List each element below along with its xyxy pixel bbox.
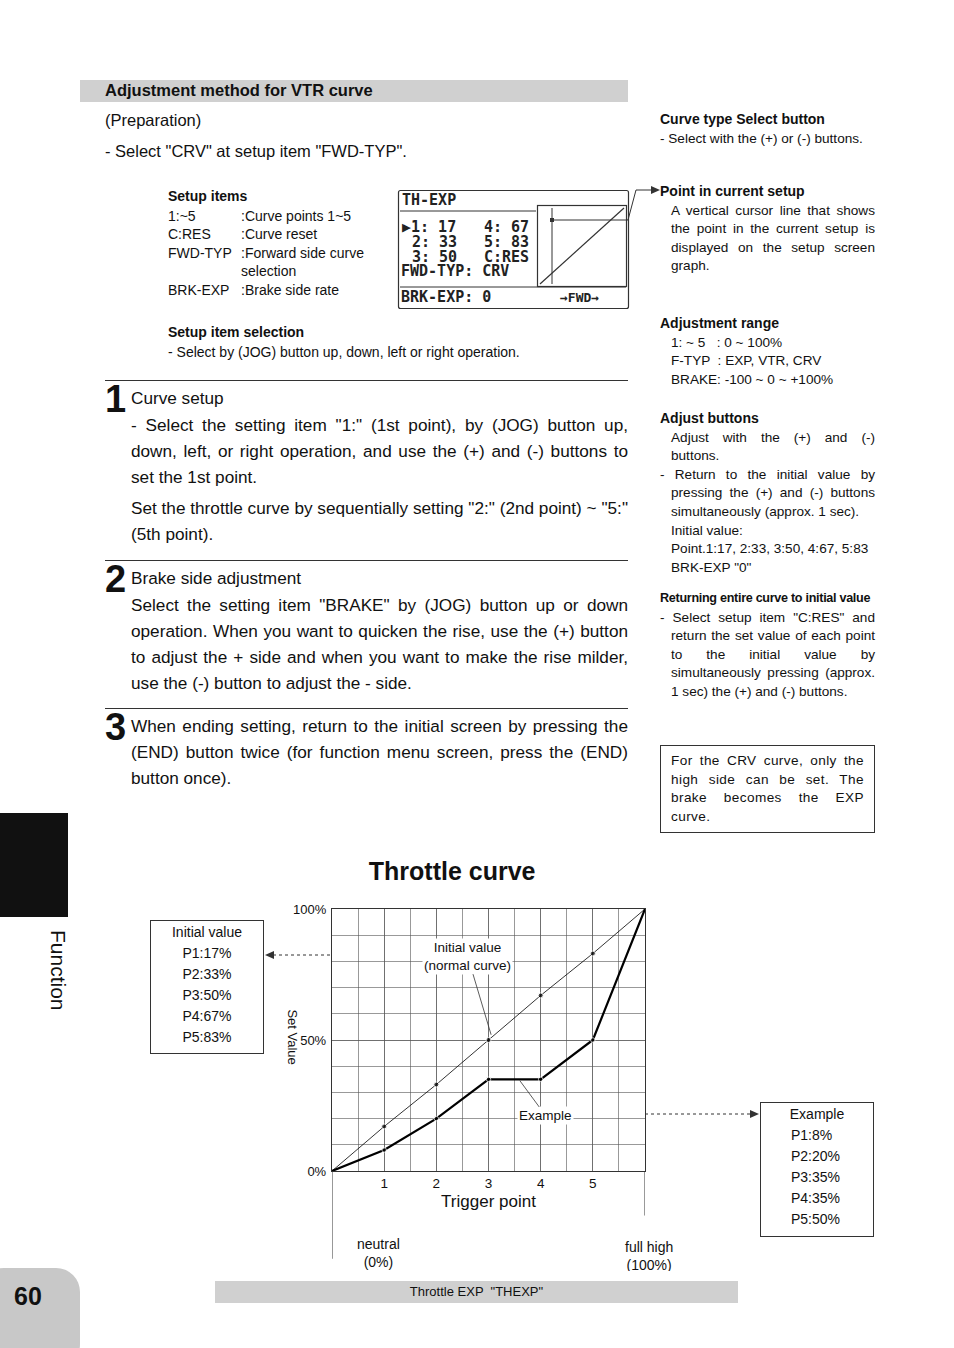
svg-text:50%: 50% [300,1033,326,1048]
html-text:P3:50%: P3:50% [182,987,232,1003]
html-text:Adjustment method for VTR curv: Adjustment method for VTR curve [105,81,373,99]
svg-text:4: 4 [537,1176,545,1191]
html-text:Initial value:: Initial value: [671,522,743,538]
html-text:P2:20%: P2:20% [791,1148,840,1164]
html-text:P3:35%: P3:35% [791,1169,840,1185]
svg-text:C:RES: C:RES [484,248,529,266]
svg-text:0%: 0% [307,1164,326,1179]
html-text:Point.1:17, 2:33, 3:50, 4:67,: Point.1:17, 2:33, 3:50, 4:67, 5:83 [671,541,869,557]
html-text:P1:8%: P1:8% [791,1127,833,1143]
html-text:Throttle EXP "THEXP": Throttle EXP "THEXP" [409,1284,544,1299]
html-text:P4:67%: P4:67% [182,1008,232,1024]
html-text:- Select by (JOG) button up, d: - Select by (JOG) button up, down, left … [168,344,520,360]
html-text:Brake side adjustment: Brake side adjustment [131,568,302,588]
svg-text:5: 83: 5: 83 [484,233,529,251]
svg-text:5: 5 [589,1176,597,1191]
html-text:C:RES: C:RES [168,226,211,242]
svg-text:▶1: 17: ▶1: 17 [402,218,456,236]
html-text:When ending setting, return to: When ending setting, return to the initi… [131,716,628,788]
svg-text:Set Value: Set Value [285,1009,300,1064]
html-text:Set the throttle curve by sequ: Set the throttle curve by sequentially s… [131,498,628,544]
svg-text:neutral(0%): neutral(0%) [357,1236,400,1270]
html-text:- Select "CRV" at setup item ": - Select "CRV" at setup item "FWD-TYP". [105,142,407,160]
html-text:BRK-EXP "0": BRK-EXP "0" [671,559,752,575]
html-text:Example: Example [789,1106,845,1122]
html-text:2: 2 [105,558,127,600]
html-text:- Select the setting item "1:": - Select the setting item "1:" (1st poin… [131,415,628,487]
svg-text:Throttle curve: Throttle curve [369,860,536,885]
html-text:- Select with the (+) or (-) b: - Select with the (+) or (-) buttons. [660,130,863,146]
html-text::Brake side rate: :Brake side rate [241,281,340,298]
html-text:P4:35%: P4:35% [791,1190,840,1206]
html-text:Returning entire curve to init: Returning entire curve to initial value [660,591,871,605]
html-text:F-TYP : EXP, VTR, CRV: F-TYP : EXP, VTR, CRV [671,353,822,369]
html-text:- Return to the initial value: - Return to the initial value by pressin… [660,466,879,519]
html-text:BRK-EXP: BRK-EXP [168,281,230,298]
html-text:P5:50%: P5:50% [791,1211,840,1227]
svg-text:→FWD→: →FWD→ [560,290,599,305]
svg-text:3: 3 [485,1176,493,1191]
html-text:Point in current setup: Point in current setup [660,183,805,199]
html-text::Forward side curve selection: :Forward side curve selection [241,244,364,279]
html-text:For the CRV curve, only the hi: For the CRV curve, only the high side ca… [671,753,864,824]
html-text:Curve type Select button: Curve type Select button [660,111,825,127]
html-text:Select the setting item "BRAKE: Select the setting item "BRAKE" by (JOG)… [131,595,628,693]
html-text:Initial value: Initial value [172,924,242,940]
svg-text:TH-EXP: TH-EXP [402,191,456,209]
svg-text:BRK-EXP: 0: BRK-EXP: 0 [401,288,491,306]
html-text:BRAKE: -100 ~ 0 ~ +100%: BRAKE: -100 ~ 0 ~ +100% [671,371,834,387]
html-text:3: 3 [105,706,127,748]
svg-text:Trigger point: Trigger point [441,1192,536,1211]
svg-text:Example: Example [519,1108,572,1123]
svg-text:1: 1 [380,1176,388,1191]
html-text:60: 60 [14,1282,42,1310]
html-text:P2:33%: P2:33% [182,966,232,982]
html-text:Setup items: Setup items [168,188,248,204]
html-text:(Preparation): (Preparation) [105,111,202,129]
html-text:Function: Function [47,930,70,1011]
svg-text:Initial value(normal curve): Initial value(normal curve) [424,940,511,973]
html-text:Adjustment range: Adjustment range [660,315,779,331]
svg-text:full high(100%): full high(100%) [625,1239,673,1271]
html-text:A vertical cursor line that sh: A vertical cursor line that shows the po… [671,202,879,274]
html-text:P1:17%: P1:17% [182,945,232,961]
html-text:1: ~ 5 : 0 ~ 100%: 1: ~ 5 : 0 ~ 100% [671,334,783,350]
svg-text:100%: 100% [293,902,327,917]
html-text:P5:83%: P5:83% [182,1029,232,1045]
html-text:Adjust buttons: Adjust buttons [660,410,759,426]
html-text:Curve setup: Curve setup [131,388,224,408]
html-text:1:~5: 1:~5 [168,207,196,224]
svg-text:3: 50: 3: 50 [412,248,457,266]
html-text:1: 1 [105,378,127,420]
svg-text:2: 33: 2: 33 [412,233,457,251]
svg-text:2: 2 [433,1176,441,1191]
html-text:Setup item selection: Setup item selection [168,324,305,340]
html-text::Curve points 1~5: :Curve points 1~5 [241,207,352,224]
html-text:Adjust with the (+) and (-) bu: Adjust with the (+) and (-) buttons. [671,429,879,464]
svg-text:FWD-TYP: CRV: FWD-TYP: CRV [401,262,509,280]
html-text:- Select setup item "C:RES" an: - Select setup item "C:RES" and return t… [660,609,879,699]
html-text::Curve reset: :Curve reset [241,226,318,242]
html-text:FWD-TYP: FWD-TYP [168,244,232,261]
svg-text:4: 67: 4: 67 [484,218,529,236]
